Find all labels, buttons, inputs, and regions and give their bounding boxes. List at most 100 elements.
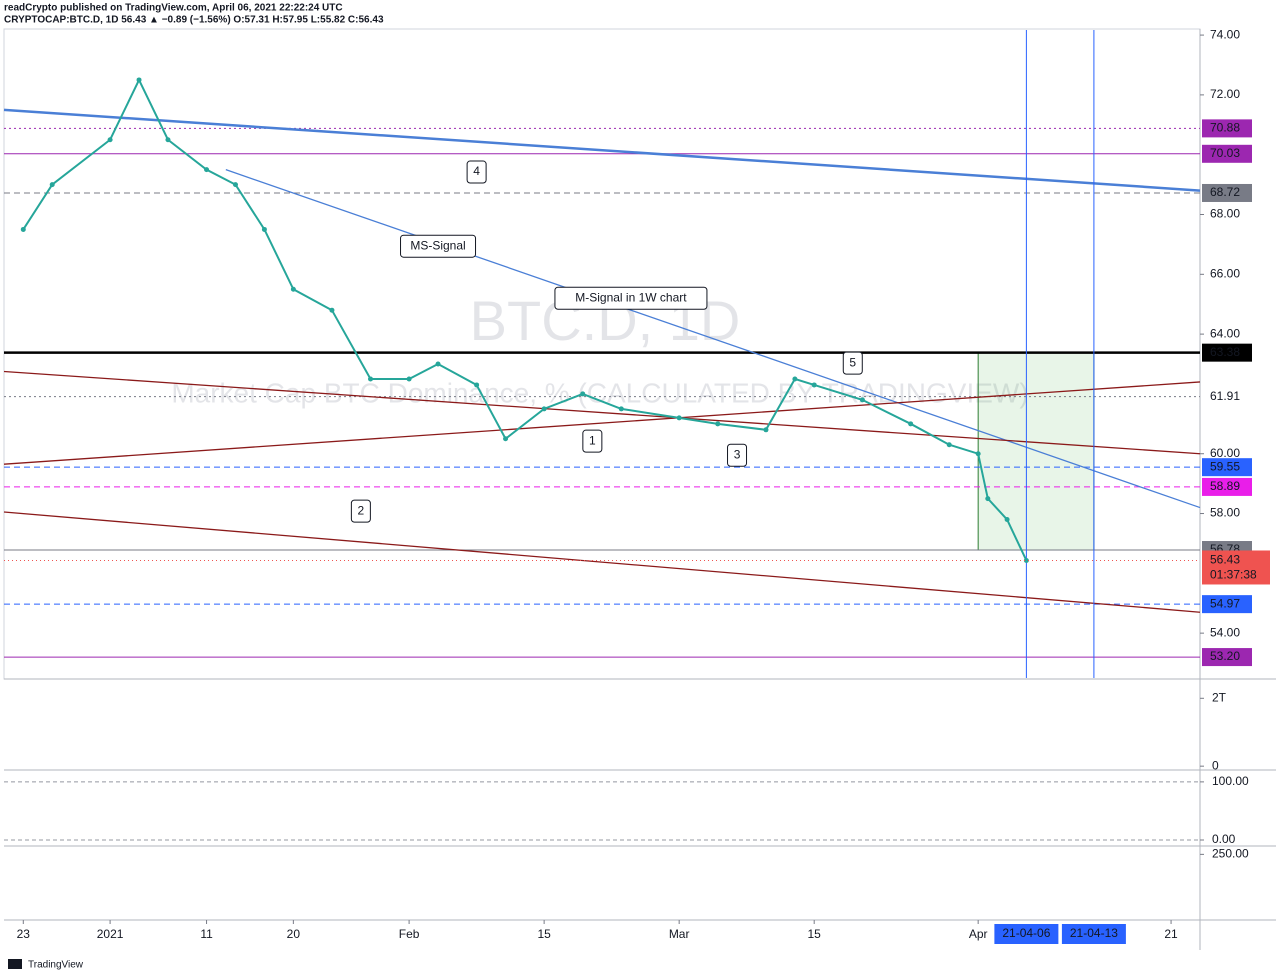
trendline (3, 108, 1201, 192)
y-tick-label: 54.00 (1210, 625, 1240, 639)
price-point (715, 421, 721, 427)
annotation-label: 1 (589, 433, 596, 447)
annotation-box (842, 351, 863, 375)
y-tick-label: 72.00 (1210, 87, 1240, 101)
pane-y-tick-label: 0.00 (1212, 832, 1236, 846)
y-tick-label: 64.00 (1210, 326, 1240, 340)
level-label-box (1202, 343, 1252, 362)
level-label: 70.03 (1210, 146, 1240, 160)
level-label-box (1202, 144, 1252, 163)
price-point (946, 442, 952, 448)
y-tick-label: 58.00 (1210, 506, 1240, 520)
x-tick-label: 15 (808, 927, 822, 941)
price-point (676, 415, 682, 421)
level-label: 53.20 (1210, 649, 1240, 663)
price-point (165, 137, 171, 143)
price-point (474, 382, 480, 388)
annotation-box (727, 443, 748, 467)
price-point (290, 286, 296, 292)
trendline (3, 511, 1201, 613)
annotation-label: 3 (734, 447, 741, 461)
price-point (503, 436, 509, 442)
price-line (22, 77, 1028, 561)
date-marker-label: 21-04-13 (1070, 926, 1118, 940)
price-point (1004, 517, 1010, 523)
price-point (49, 182, 55, 188)
price-point (580, 391, 586, 397)
price-point (329, 307, 335, 313)
header-line: readCrypto published on TradingView.com,… (4, 3, 343, 14)
annotation-label: MS-Signal (410, 238, 465, 252)
level-label-box (1202, 183, 1252, 202)
level-label: 70.88 (1210, 121, 1240, 135)
level-label-box (1202, 119, 1252, 138)
price-point (136, 77, 142, 83)
price-point (541, 406, 547, 412)
annotation-label: 2 (358, 503, 365, 517)
price-point (985, 496, 991, 502)
last-price-label: 56.43 (1210, 553, 1240, 567)
pane-y-tick-label: 2T (1212, 690, 1227, 704)
price-point (811, 382, 817, 388)
trendline (225, 169, 1201, 509)
level-label: 63.38 (1210, 345, 1240, 359)
annotation-box (554, 286, 708, 310)
annotation-label: 4 (473, 164, 480, 178)
level-label-box (1202, 648, 1252, 667)
price-point (107, 137, 113, 143)
x-tick-label: 11 (200, 927, 213, 941)
x-tick-label: 23 (17, 927, 31, 941)
y-tick-label: 60.00 (1210, 446, 1240, 460)
level-label: 68.72 (1210, 185, 1240, 199)
price-point (908, 421, 914, 427)
level-label: 58.89 (1210, 479, 1240, 493)
annotation-box (350, 499, 371, 523)
price-point (975, 451, 981, 457)
annotation-label: 5 (849, 355, 856, 369)
countdown-label: 01:37:38 (1210, 568, 1257, 582)
price-point (763, 427, 769, 433)
x-tick-label: Apr (969, 927, 988, 941)
annotation-label: M-Signal in 1W chart (575, 290, 687, 304)
price-point (406, 376, 412, 382)
pane-y-tick-label: 100.00 (1212, 774, 1249, 788)
level-label: 59.55 (1210, 459, 1240, 473)
level-label-box (1202, 458, 1252, 477)
header-line: CRYPTOCAP:BTC.D, 1D 56.43 ▲ −0.89 (−1.56… (4, 15, 384, 26)
date-marker-box (994, 924, 1059, 944)
date-marker-label: 21-04-06 (1002, 926, 1050, 940)
price-point (859, 397, 865, 403)
price-point (618, 406, 624, 412)
x-tick-label: 21 (1164, 927, 1178, 941)
x-tick-label: 20 (287, 927, 301, 941)
annotation-box (466, 160, 487, 184)
y-tick-label: 68.00 (1210, 207, 1240, 221)
trendline (3, 381, 1201, 465)
price-point (1023, 557, 1029, 563)
footer-logo (8, 959, 22, 969)
level-label-box (1202, 477, 1252, 496)
level-label: 61.91 (1210, 389, 1240, 403)
price-point (204, 167, 210, 173)
y-tick-label: 74.00 (1210, 27, 1240, 41)
price-point (792, 376, 798, 382)
price-point (232, 182, 238, 188)
footer-brand: TradingView (28, 960, 84, 971)
level-label: 54.97 (1210, 596, 1240, 610)
date-marker-box (1061, 924, 1126, 944)
pane-y-tick-label: 250.00 (1212, 847, 1249, 861)
level-label-box (1202, 595, 1252, 614)
x-tick-label: 15 (537, 927, 551, 941)
price-point (435, 361, 441, 367)
price-point (368, 376, 374, 382)
pane-y-tick-label: 0 (1212, 758, 1219, 772)
price-point (20, 226, 26, 232)
x-tick-label: 2021 (97, 927, 124, 941)
last-price-box (1202, 550, 1270, 585)
x-tick-label: Mar (669, 927, 690, 941)
annotation-box (400, 234, 477, 258)
price-point (261, 226, 267, 232)
trendline (3, 370, 1201, 455)
annotation-box (582, 429, 603, 453)
